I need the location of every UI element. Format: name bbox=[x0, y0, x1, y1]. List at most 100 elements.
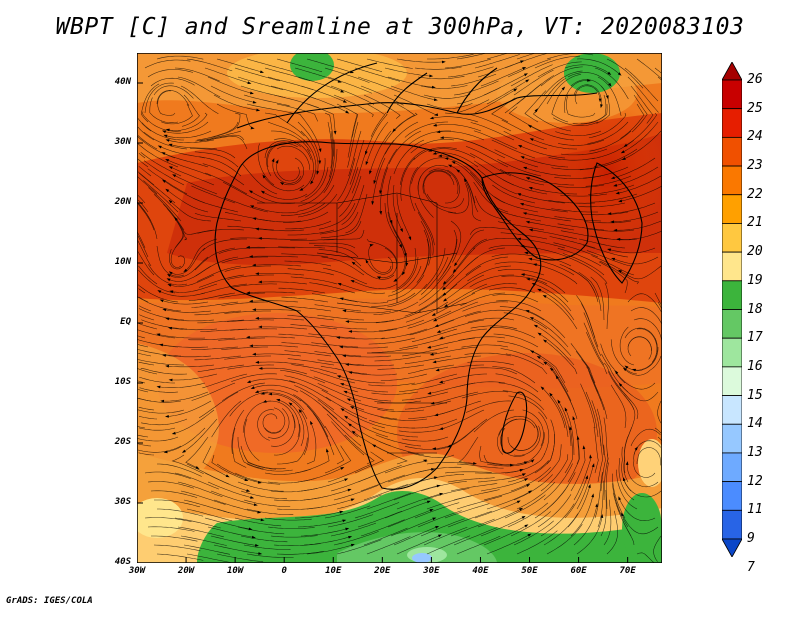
streamline-arrow bbox=[610, 220, 615, 224]
streamline-arrow bbox=[347, 488, 352, 492]
streamline bbox=[581, 211, 629, 216]
streamline-arrow bbox=[168, 166, 173, 170]
streamline bbox=[264, 140, 301, 159]
streamline bbox=[294, 450, 330, 474]
lon-label: 50E bbox=[521, 566, 538, 576]
streamline-arrow bbox=[439, 492, 444, 496]
streamline-arrow bbox=[432, 447, 436, 451]
streamline bbox=[486, 80, 528, 105]
streamline bbox=[298, 175, 332, 207]
streamline bbox=[377, 409, 425, 412]
streamline-arrow bbox=[438, 380, 443, 384]
streamline bbox=[350, 328, 398, 333]
streamline bbox=[196, 121, 239, 141]
streamline bbox=[597, 76, 622, 116]
streamline bbox=[278, 333, 326, 339]
streamline bbox=[404, 292, 446, 317]
streamline-arrow bbox=[161, 152, 166, 156]
streamline-arrow bbox=[348, 535, 353, 539]
streamline bbox=[535, 325, 572, 357]
streamline bbox=[252, 384, 299, 393]
streamline bbox=[535, 264, 578, 285]
streamline-arrow bbox=[339, 345, 344, 349]
streamline bbox=[499, 306, 545, 321]
streamline-arrow bbox=[316, 170, 320, 175]
streamline bbox=[417, 75, 465, 80]
streamline bbox=[526, 252, 572, 267]
streamline-arrow bbox=[336, 375, 341, 378]
streamline bbox=[381, 328, 428, 340]
streamline-arrow bbox=[533, 324, 538, 328]
streamline-arrow bbox=[620, 150, 625, 154]
streamline bbox=[336, 494, 382, 510]
streamline bbox=[351, 148, 368, 194]
streamline bbox=[606, 510, 618, 555]
streamline bbox=[418, 283, 458, 312]
streamline bbox=[534, 77, 566, 114]
streamline bbox=[221, 301, 268, 306]
streamline bbox=[378, 247, 397, 279]
streamline bbox=[548, 157, 596, 161]
colorbar-label: 23 bbox=[747, 158, 763, 174]
streamline-arrow bbox=[310, 180, 314, 185]
streamline bbox=[477, 508, 522, 528]
streamline bbox=[510, 424, 539, 451]
streamline bbox=[456, 535, 501, 555]
streamline bbox=[450, 73, 497, 87]
streamline bbox=[585, 391, 599, 438]
streamline bbox=[180, 490, 226, 505]
streamline bbox=[557, 184, 605, 188]
streamline bbox=[137, 409, 185, 414]
lon-label: 70E bbox=[619, 566, 636, 576]
streamline bbox=[360, 474, 406, 492]
streamline bbox=[497, 159, 542, 177]
colorbar-segment bbox=[722, 165, 742, 196]
streamline bbox=[230, 328, 278, 331]
streamline bbox=[330, 474, 376, 492]
streamline-arrow bbox=[591, 463, 595, 468]
streamline bbox=[586, 331, 608, 375]
streamline bbox=[411, 157, 446, 184]
streamline bbox=[156, 55, 204, 60]
streamline bbox=[606, 462, 609, 510]
streamline bbox=[453, 80, 499, 96]
streamline bbox=[138, 353, 152, 357]
colorbar-label: 16 bbox=[747, 358, 763, 374]
streamline bbox=[464, 309, 512, 317]
streamline bbox=[568, 267, 599, 303]
streamline-arrow bbox=[249, 255, 253, 258]
streamline bbox=[622, 121, 659, 153]
streamline bbox=[232, 427, 247, 468]
streamline bbox=[303, 139, 317, 183]
streamline-arrow bbox=[610, 176, 615, 180]
streamline bbox=[300, 399, 329, 438]
streamline bbox=[519, 193, 566, 204]
streamline bbox=[587, 228, 635, 232]
streamline-arrow bbox=[431, 468, 436, 471]
streamline-arrow bbox=[404, 253, 407, 258]
streamline-arrow bbox=[271, 158, 275, 163]
streamline bbox=[354, 451, 385, 474]
streamline-arrow bbox=[337, 79, 342, 83]
streamline bbox=[583, 322, 605, 366]
streamline bbox=[360, 519, 405, 537]
streamline bbox=[188, 292, 236, 301]
streamline bbox=[534, 485, 569, 519]
streamline bbox=[213, 544, 261, 554]
streamline bbox=[620, 184, 665, 202]
colorbar-segment bbox=[722, 366, 742, 396]
streamline bbox=[422, 229, 430, 275]
streamline-arrow bbox=[318, 148, 322, 153]
streamline bbox=[456, 53, 486, 60]
streamline bbox=[623, 436, 629, 483]
streamline bbox=[491, 97, 516, 123]
streamline bbox=[263, 176, 305, 192]
streamline bbox=[423, 170, 455, 187]
streamline bbox=[453, 238, 488, 272]
streamline bbox=[337, 157, 356, 202]
streamline bbox=[224, 265, 271, 272]
streamline-arrow bbox=[529, 317, 534, 320]
streamline bbox=[276, 161, 300, 182]
streamline bbox=[390, 220, 408, 265]
streamline bbox=[160, 103, 193, 125]
